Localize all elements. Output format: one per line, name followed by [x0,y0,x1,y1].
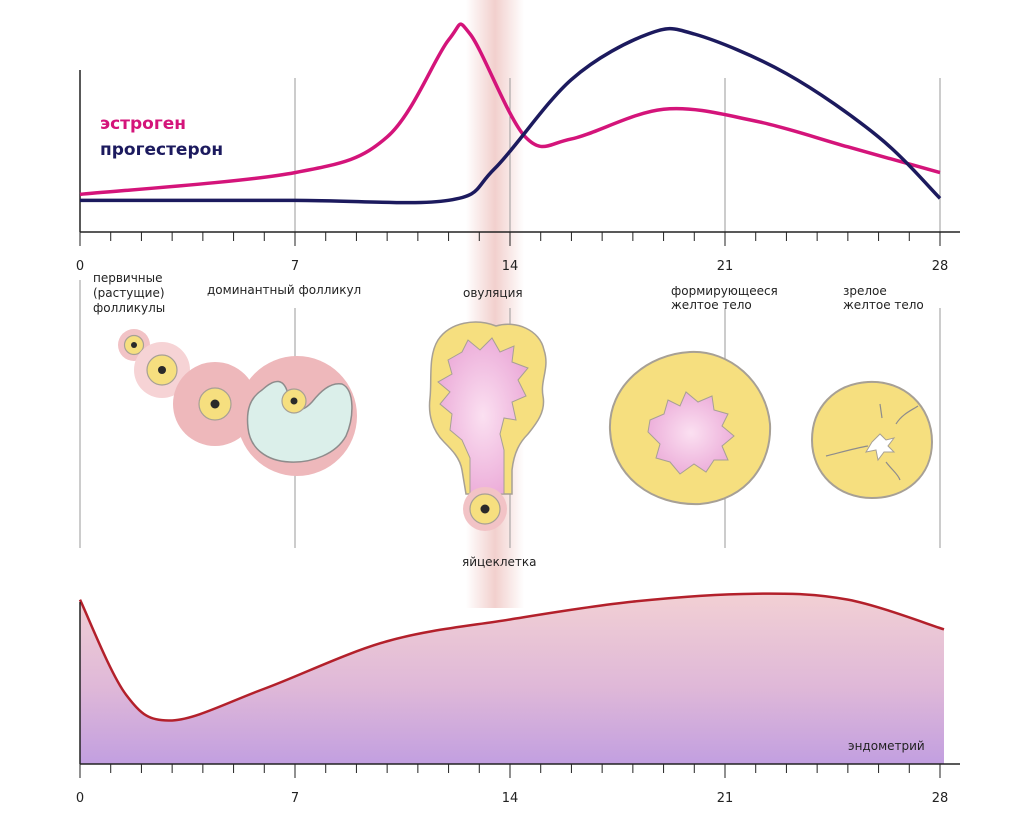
series-line-progesterone [80,26,942,205]
bottom-axis-tick-label-14: 14 [502,791,519,806]
ovulating-follicle [428,321,547,495]
legend-estrogen: эстроген [100,114,186,134]
bottom-axis-tick-label-28: 28 [932,791,949,806]
egg-cell [463,487,507,531]
legend-progesterone: прогестерон [100,140,223,160]
label-ovulation: овуляция [463,286,523,300]
bottom-axis-tick-label-0: 0 [76,791,84,806]
mature-corpus-luteum [810,380,934,500]
label-endometrium: эндометрий [848,739,925,753]
label-mature-corpus-luteum: зрелое желтое тело [843,284,924,312]
top-axis-tick-label-28: 28 [932,259,949,274]
top-axis-ticks [79,232,941,246]
bottom-axis-tick-label-7: 7 [291,791,299,806]
bottom-axis-ticks [79,764,941,778]
primary-follicle-medium [134,342,190,398]
label-primary-follicles: первичные (растущие) фолликулы [93,271,168,315]
forming-corpus-luteum [608,350,772,506]
top-axis-tick-label-7: 7 [291,259,299,274]
series-line-estrogen [79,22,941,197]
series-line-endometrium [78,592,945,722]
label-forming-corpus-luteum: формирующееся желтое тело [671,284,782,312]
top-axis-tick-label-14: 14 [502,259,519,274]
top-axis-tick-label-21: 21 [717,259,734,274]
bottom-axis-tick-labels: 0 7 14 21 28 [76,791,948,806]
label-egg: яйцеклетка [462,555,536,569]
top-axis-tick-labels: 0 7 14 21 28 [76,259,948,274]
label-dominant-follicle: доминантный фолликул [207,283,361,297]
dominant-follicle [237,356,357,476]
bottom-axis-tick-label-21: 21 [717,791,734,806]
endometrium-area [80,593,944,764]
primary-follicle-large [173,362,257,446]
top-axis-tick-label-0: 0 [76,259,84,274]
